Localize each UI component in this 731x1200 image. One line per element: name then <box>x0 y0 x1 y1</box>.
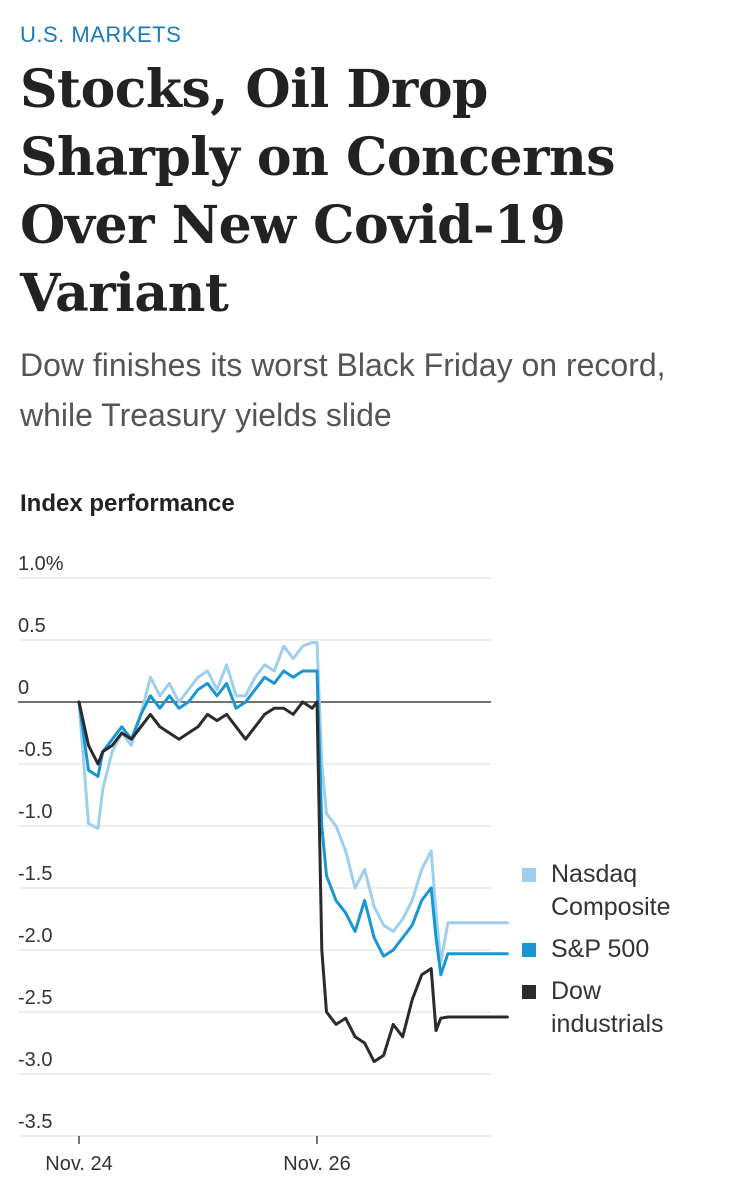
y-tick-label: 0 <box>18 677 29 699</box>
y-tick-label: -1.5 <box>18 863 52 885</box>
legend-swatch <box>522 868 536 882</box>
y-tick-label: -3.0 <box>18 1049 52 1071</box>
y-tick-label: 0.5 <box>18 615 46 637</box>
legend-label: Dow industrials <box>551 977 664 1038</box>
y-tick-label: -3.5 <box>18 1111 52 1133</box>
legend-swatch <box>522 985 536 999</box>
index-performance-chart: 1.0% 0.5 0 -0.5 -1.0 -1.5 -2.0 -2.5 -3.0 -3.5 Nov.… <box>18 553 671 1175</box>
y-tick-label: -1.0 <box>18 801 52 823</box>
article-dek: Dow finishes its worst Black Friday on r… <box>20 347 666 433</box>
y-tick-label: -2.5 <box>18 987 52 1009</box>
series-line-2 <box>77 700 509 1064</box>
y-tick-label: -0.5 <box>18 739 52 761</box>
section-kicker[interactable]: U.S. MARKETS <box>20 22 182 47</box>
series-line-0 <box>77 641 509 964</box>
legend-swatch <box>522 943 536 957</box>
series-line-1 <box>77 669 509 977</box>
legend-label: S&P 500 <box>551 935 649 963</box>
y-tick-label: 1.0% <box>18 553 64 575</box>
y-tick-label: -2.0 <box>18 925 52 947</box>
article-headline: Stocks, Oil Drop Sharply on Concerns Ove… <box>20 59 616 324</box>
x-tick-label: Nov. 24 <box>45 1153 112 1175</box>
chart-title: Index performance <box>20 490 235 517</box>
x-tick-label: Nov. 26 <box>283 1153 350 1175</box>
legend-label: Nasdaq Composite <box>551 860 671 921</box>
